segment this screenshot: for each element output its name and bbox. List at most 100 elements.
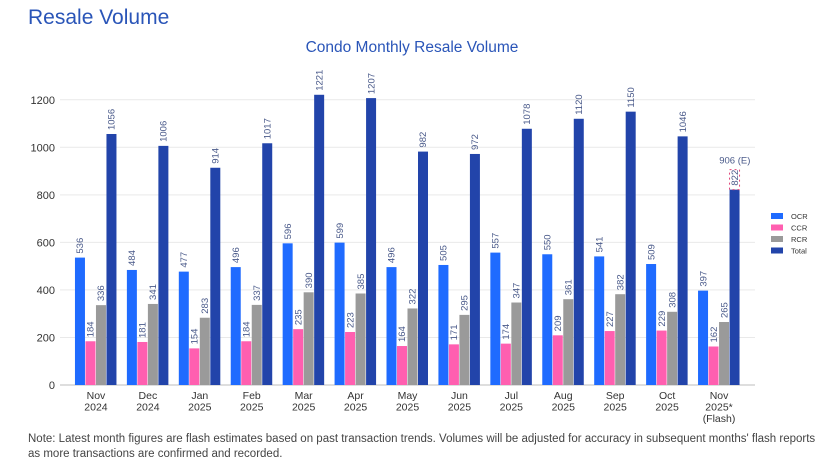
data-label-total: 1056 [107, 109, 118, 130]
bar-ccr [85, 341, 96, 385]
bar-total [625, 111, 636, 386]
data-label-ccr: 154 [190, 329, 201, 345]
bar-total [262, 143, 273, 385]
bar-ocr [594, 256, 605, 385]
data-label-ocr: 550 [543, 234, 554, 250]
y-tick-label: 200 [37, 332, 55, 344]
data-label-ocr: 557 [491, 233, 502, 249]
bar-ocr [334, 242, 345, 385]
x-tick-label: 2025* [705, 402, 732, 414]
bar-ccr [552, 335, 563, 385]
data-label-total: 1078 [522, 104, 533, 125]
bar-total [469, 153, 480, 385]
bar-ccr [293, 329, 304, 385]
bar-total [677, 136, 688, 385]
bar-ocr [646, 264, 657, 385]
data-label-ocr: 496 [387, 247, 398, 263]
bar-ccr [656, 330, 667, 385]
bar-ocr [178, 271, 189, 385]
bar-rcr [407, 308, 418, 385]
data-label-ccr: 235 [293, 309, 304, 325]
data-label-ocr: 599 [335, 223, 346, 239]
y-tick-label: 0 [49, 380, 55, 392]
legend-label-ocr: OCR [791, 212, 808, 221]
bar-ccr [448, 344, 459, 385]
data-label-ocr: 505 [439, 245, 450, 261]
bar-ccr [345, 331, 356, 385]
x-tick-label: Mar [295, 390, 314, 402]
bar-ocr [386, 267, 397, 385]
data-label-ccr: 171 [449, 324, 460, 340]
data-label-rcr: 337 [252, 285, 263, 301]
bar-ccr [189, 348, 200, 385]
legend-label-total: Total [791, 247, 807, 256]
data-label-total: 1046 [678, 111, 689, 132]
y-tick-label: 1000 [31, 142, 55, 154]
data-label-total: 1207 [366, 73, 377, 94]
bar-ccr [604, 331, 615, 385]
bar-rcr [667, 311, 678, 385]
bar-ocr [542, 254, 553, 385]
x-tick-label: 2025 [604, 402, 628, 414]
x-tick-label: 2025 [552, 402, 576, 414]
data-label-ccr: 229 [657, 311, 668, 327]
data-label-total: 1150 [626, 87, 637, 107]
data-label-ocr: 477 [179, 252, 190, 268]
legend-swatch-rcr [771, 236, 783, 242]
data-label-rcr: 283 [200, 298, 211, 314]
bar-rcr [355, 293, 366, 385]
x-tick-label: Aug [554, 390, 573, 402]
bar-total [521, 128, 532, 385]
bar-rcr [95, 305, 106, 385]
bar-rcr [459, 314, 470, 385]
data-label-total: 822 [730, 170, 741, 186]
bar-rcr [199, 317, 210, 385]
data-label-ccr: 164 [397, 326, 408, 342]
data-label-rcr: 385 [356, 274, 367, 290]
bar-total [418, 151, 428, 385]
data-label-rcr: 336 [96, 285, 107, 301]
data-label-ocr: 496 [231, 247, 242, 263]
data-label-ccr: 181 [138, 322, 149, 338]
bar-total [573, 118, 584, 386]
x-tick-label: 2025 [344, 402, 368, 414]
footnote: Note: Latest month figures are flash est… [28, 433, 816, 460]
y-tick-label: 400 [37, 285, 55, 297]
legend-label-rcr: RCR [791, 235, 808, 244]
data-label-rcr: 265 [719, 302, 730, 318]
x-tick-label: Oct [659, 390, 675, 402]
bar-rcr [615, 294, 626, 385]
data-label-rcr: 390 [304, 272, 315, 288]
data-label-ccr: 184 [241, 321, 252, 337]
bar-rcr [511, 302, 522, 385]
bar-total [314, 94, 325, 385]
bar-ocr [698, 290, 709, 385]
data-label-rcr: 341 [148, 284, 159, 300]
bar-ccr [137, 341, 148, 385]
x-tick-label: Jun [451, 390, 468, 402]
data-label-ccr: 223 [345, 312, 356, 328]
bar-rcr [303, 292, 314, 385]
data-label-total: 914 [211, 148, 222, 164]
chart-title: Condo Monthly Resale Volume [306, 39, 519, 56]
data-label-ccr: 209 [553, 315, 564, 331]
data-label-total: 1221 [314, 70, 325, 91]
data-label-rcr: 322 [408, 289, 419, 305]
x-tick-label: Nov [710, 390, 729, 402]
bar-ocr [282, 243, 293, 385]
bar-ccr [397, 346, 407, 385]
x-tick-label: 2024 [136, 402, 160, 414]
estimate-outline [729, 169, 741, 191]
data-label-ocr: 536 [75, 238, 86, 254]
x-tick-label: May [398, 390, 419, 402]
x-tick-label: Sep [606, 390, 625, 402]
data-label-ocr: 509 [646, 244, 657, 260]
data-label-total: 982 [418, 132, 429, 148]
page-heading: Resale Volume [28, 6, 170, 29]
x-tick-label: Feb [243, 390, 261, 402]
data-label-ocr: 541 [594, 237, 605, 253]
x-tick-label: Jul [505, 390, 518, 402]
bar-rcr [563, 299, 574, 385]
data-label-total: 972 [470, 134, 481, 150]
y-tick-label: 800 [37, 190, 55, 202]
